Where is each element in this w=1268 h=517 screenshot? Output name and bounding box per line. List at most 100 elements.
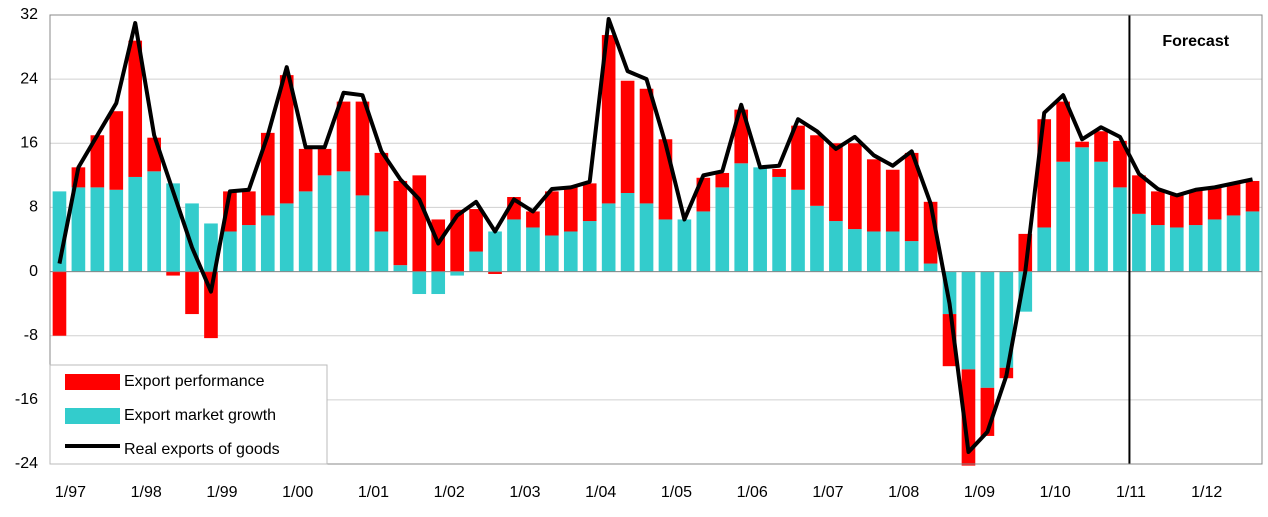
- bar: [904, 152, 919, 242]
- bar: [109, 189, 124, 272]
- plot-border: [49, 14, 1263, 465]
- x-tick-label: 1/09: [964, 484, 995, 501]
- bar: [1037, 119, 1052, 228]
- bar: [677, 219, 692, 272]
- bar: [1188, 225, 1203, 272]
- bar: [374, 231, 389, 272]
- bar: [128, 40, 143, 177]
- bar: [90, 187, 105, 272]
- x-tick-label: 1/05: [661, 484, 692, 501]
- bar: [450, 271, 464, 276]
- bar: [658, 219, 673, 272]
- bar: [450, 209, 464, 272]
- bar: [317, 148, 332, 176]
- bar: [791, 125, 805, 190]
- bar: [336, 171, 351, 272]
- bar: [71, 187, 86, 272]
- bar: [1226, 183, 1241, 216]
- bar: [431, 271, 446, 295]
- bar: [1094, 161, 1108, 272]
- x-tick-label: 1/06: [737, 484, 768, 501]
- bar: [1037, 227, 1052, 272]
- bar: [279, 203, 294, 272]
- bar: [582, 221, 597, 272]
- x-tick-label: 1/11: [1116, 484, 1146, 501]
- bar: [355, 195, 370, 272]
- bar: [639, 88, 654, 204]
- bar: [1075, 147, 1089, 272]
- bar: [1132, 175, 1146, 214]
- bar: [90, 135, 105, 188]
- bar: [109, 111, 124, 190]
- bar: [772, 168, 786, 177]
- bar: [336, 101, 351, 172]
- bar: [298, 148, 313, 192]
- x-tick-label: 1/01: [358, 484, 389, 501]
- bar: [128, 176, 143, 272]
- bar: [885, 231, 900, 272]
- bar: [885, 169, 900, 232]
- bar: [52, 271, 67, 336]
- bar: [810, 135, 824, 206]
- bar: [715, 172, 730, 188]
- bar: [620, 80, 635, 193]
- annotation: Forecast: [1162, 33, 1229, 50]
- bar: [242, 191, 256, 226]
- bar: [999, 271, 1014, 368]
- bar: [810, 205, 824, 272]
- bar: [469, 209, 483, 252]
- bar: [601, 35, 616, 204]
- legend-swatch: [65, 408, 120, 424]
- bar: [1056, 101, 1070, 162]
- bar: [715, 187, 730, 272]
- bar: [980, 271, 995, 388]
- bar: [488, 231, 502, 272]
- x-tick-label: 1/98: [131, 484, 162, 501]
- bar: [791, 189, 805, 272]
- bar: [772, 176, 786, 272]
- bar: [298, 191, 313, 272]
- bar: [1226, 215, 1241, 272]
- legend-swatch: [65, 374, 120, 390]
- bar: [545, 191, 559, 236]
- bar: [317, 175, 332, 272]
- bar: [1169, 227, 1184, 272]
- bar: [696, 211, 711, 272]
- y-tick-label: 32: [20, 6, 38, 23]
- bar: [526, 211, 540, 228]
- bar: [923, 263, 938, 272]
- x-tick-label: 1/08: [888, 484, 919, 501]
- bar: [488, 271, 502, 274]
- legend-label: Real exports of goods: [124, 441, 280, 458]
- bar: [1056, 161, 1070, 272]
- bar: [1113, 140, 1127, 188]
- bar: [1151, 225, 1165, 272]
- x-tick-label: 1/07: [812, 484, 843, 501]
- bar: [147, 171, 161, 272]
- bar: [1207, 219, 1222, 272]
- x-tick-label: 1/12: [1191, 484, 1222, 501]
- bar: [639, 203, 654, 272]
- bar: [545, 235, 559, 272]
- bar: [431, 219, 446, 272]
- bar: [393, 180, 408, 266]
- bar: [393, 265, 408, 272]
- x-tick-label: 1/00: [282, 484, 313, 501]
- bar: [242, 225, 256, 272]
- bar: [961, 369, 976, 466]
- bar: [223, 231, 237, 272]
- bar: [1245, 180, 1260, 212]
- bar: [601, 203, 616, 272]
- bar: [866, 231, 881, 272]
- bar: [866, 159, 881, 232]
- bar: [279, 75, 294, 204]
- line: [57, 17, 1253, 454]
- bar: [507, 219, 521, 272]
- bar: [582, 183, 597, 222]
- bar: [848, 143, 862, 230]
- bar: [1094, 131, 1108, 162]
- bar: [734, 163, 749, 272]
- bar: [526, 227, 540, 272]
- bar: [563, 231, 578, 272]
- bar: [1169, 195, 1184, 228]
